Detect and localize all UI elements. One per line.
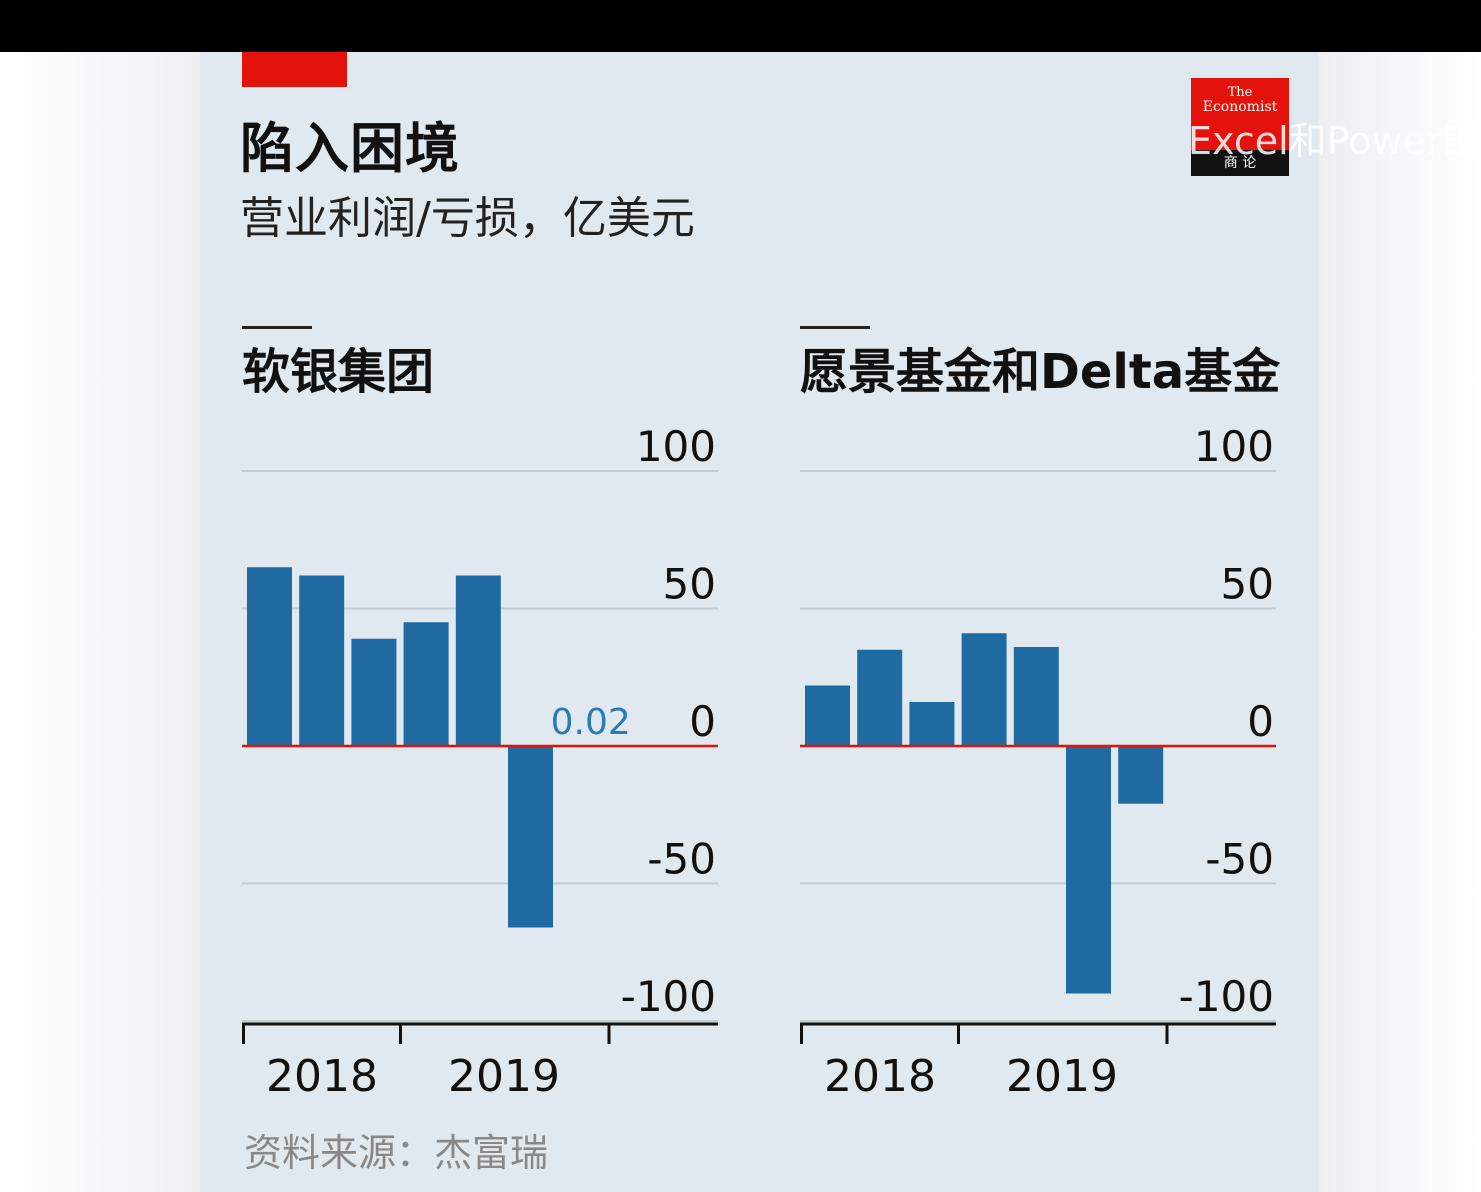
bar [1013,647,1059,746]
chart-vision-fund: 愿景基金和Delta基金 100 50 0 -50 -100 2018 2019 [800,326,1280,1116]
bar [455,575,501,746]
red-tag [242,52,347,87]
logo-text-shanglun: 商 论 [1223,155,1257,171]
bar [351,638,397,746]
y-tick-label: 0 [689,697,716,746]
y-tick-label: 50 [1221,560,1274,609]
chart-softbank: 软银集团 100 50 0 -50 -100 0.02 2018 2019 [242,326,722,1116]
right-margin [1318,52,1481,1192]
bar [299,575,345,746]
y-tick-label: -100 [1179,972,1274,1021]
left-margin [0,52,200,1192]
bar [805,685,850,746]
bar [909,702,955,746]
y-tick-label: 100 [636,422,716,471]
logo-text-economist: Economist [1202,99,1278,115]
chart-title: 软银集团 [242,344,434,400]
bar [508,746,553,928]
watermark: Excel和PowerBI [1188,119,1479,163]
x-tick-label: 2019 [448,1051,560,1102]
y-tick-label: -50 [647,835,716,884]
chart-vision-fund-svg: 愿景基金和Delta基金 100 50 0 -50 -100 2018 2019 [800,326,1280,1102]
x-tick-label: 2018 [824,1051,936,1102]
y-tick-label: 50 [663,560,716,609]
economist-logo: The Economist 商 论 [1191,78,1289,176]
y-tick-label: 100 [1194,422,1274,471]
figure-subtitle: 营业利润/亏损，亿美元 [240,193,695,244]
bar [403,622,449,746]
x-tick-label: 2018 [266,1051,378,1102]
chart-softbank-svg: 软银集团 100 50 0 -50 -100 0.02 2018 2019 [242,326,718,1102]
figure-title: 陷入困境 [240,117,460,180]
video-top-bar [0,0,1481,52]
y-tick-label: -50 [1205,835,1274,884]
bar [857,649,903,746]
chart-title: 愿景基金和Delta基金 [800,344,1280,400]
source-note: 资料来源：杰富瑞 [244,1131,549,1175]
chart-title-rule [800,326,870,329]
y-tick-label: -100 [621,972,716,1021]
bar [1118,746,1164,804]
bar [961,633,1007,746]
logo-bar: 商 论 [1191,150,1289,176]
bar [247,567,292,746]
y-tick-label: 0 [1247,697,1274,746]
bar [1066,746,1111,994]
logo-text-the: The [1227,85,1253,100]
data-label: 0.02 [551,702,631,743]
x-tick-label: 2019 [1006,1051,1118,1102]
chart-title-rule [242,326,312,329]
chart-panel: 陷入困境 营业利润/亏损，亿美元 The Economist 商 论 资料来源：… [200,52,1318,1192]
